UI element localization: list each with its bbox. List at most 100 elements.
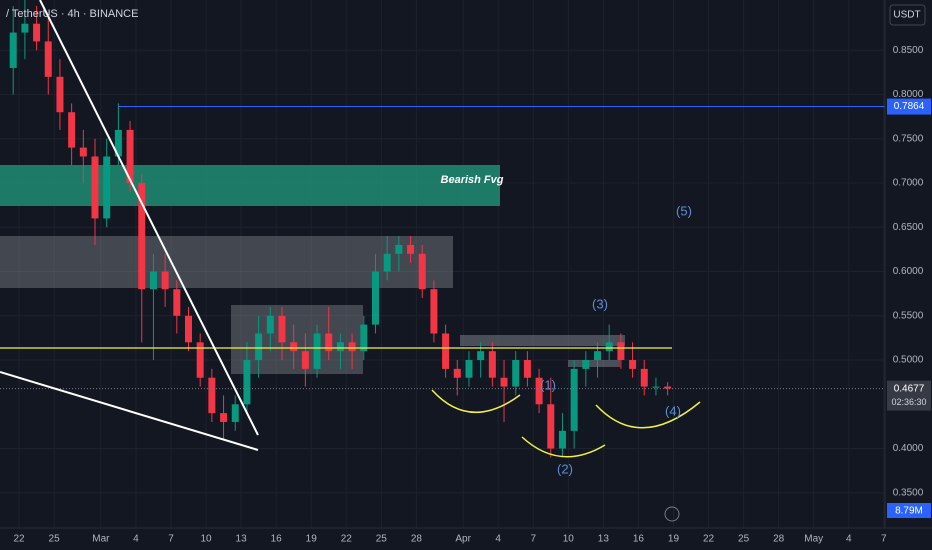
x-tick-label: 25 [49, 534, 61, 545]
x-tick-label: 22 [703, 534, 715, 545]
x-tick-label: 4 [133, 534, 139, 545]
currency-button[interactable] [889, 4, 926, 26]
candle-body [430, 289, 438, 334]
candle-body [231, 404, 239, 422]
x-tick-label: 19 [306, 534, 318, 545]
right-shoulder-curve [595, 401, 701, 429]
fvg-zone [0, 165, 500, 206]
candle-body [290, 342, 298, 352]
last-price-label: 0.4677 [894, 383, 925, 394]
candle-body [348, 342, 356, 352]
trend-line-lower [0, 371, 259, 451]
wave-label: (4) [665, 403, 681, 418]
candle-body [582, 360, 590, 369]
candle-body [173, 289, 181, 316]
head-curve [521, 436, 606, 458]
x-tick-label: 16 [633, 534, 645, 545]
y-tick-label: 0.6000 [893, 266, 924, 277]
candle-body [138, 183, 146, 290]
x-tick-label: 13 [598, 534, 610, 545]
left-shoulder-curve [431, 389, 521, 414]
countdown: 02:36:30 [891, 397, 926, 407]
candle-body [594, 351, 602, 361]
y-tick-label: 0.6500 [893, 222, 924, 233]
x-tick-label: 28 [411, 534, 423, 545]
candle-body [313, 333, 321, 369]
candle-body [301, 351, 309, 369]
candle-body [91, 156, 99, 219]
last-price-badge [887, 380, 931, 411]
candle-body [336, 342, 344, 352]
candle-body [418, 253, 426, 290]
x-tick-label: Mar [92, 534, 110, 545]
y-tick-label: 0.7500 [893, 133, 924, 144]
candle-body [488, 351, 496, 378]
candle-body [500, 377, 508, 387]
x-tick-label: 25 [376, 534, 388, 545]
candle-body [605, 342, 613, 352]
minor-zone [568, 360, 620, 367]
candle-body [243, 360, 251, 405]
candle-body [523, 360, 531, 378]
candle-body [325, 333, 333, 352]
candle-body [558, 430, 566, 449]
x-tick-label: 19 [668, 534, 680, 545]
replay-button[interactable] [664, 506, 680, 522]
x-tick-label: 4 [846, 534, 852, 545]
candle-body [407, 244, 415, 254]
y-tick-label: 0.4000 [893, 443, 924, 454]
x-tick-label: 4 [495, 534, 501, 545]
x-tick-label: 13 [236, 534, 248, 545]
y-tick-label: 0.5000 [893, 355, 924, 366]
x-tick-label: 10 [200, 534, 212, 545]
fvg-label: Bearish Fvg [441, 174, 504, 186]
candle-body [103, 156, 111, 219]
candle-body [360, 324, 368, 352]
y-tick-label: 0.8000 [893, 89, 924, 100]
candle-body [114, 129, 122, 157]
x-tick-label: 22 [341, 534, 353, 545]
candle-body [208, 377, 216, 414]
candle-body [512, 360, 520, 387]
candle-body [465, 360, 473, 378]
currency[interactable]: USDT [893, 10, 920, 21]
candle-body [44, 41, 52, 77]
candle-body [220, 413, 228, 422]
candle-body [453, 368, 461, 378]
candle-body [652, 386, 660, 388]
candle-body [395, 244, 403, 254]
symbol-title: / TetherUS · 4h · BINANCE [6, 8, 138, 20]
x-tick-label: 22 [13, 534, 25, 545]
trend-line-upper [39, 0, 259, 436]
candle-body [535, 377, 543, 405]
wave-label: (3) [592, 296, 608, 311]
candle-body [278, 315, 286, 343]
candle-body [149, 271, 157, 290]
candle-body [547, 404, 555, 449]
volume-badge [887, 503, 931, 518]
y-tick-label: 0.8500 [893, 45, 924, 56]
wave-label: (5) [676, 203, 692, 218]
candle-body [161, 271, 169, 290]
x-tick-label: 7 [168, 534, 174, 545]
price-axis [885, 0, 932, 550]
candle-body [56, 76, 64, 113]
x-tick-label: 28 [773, 534, 785, 545]
candle-body [477, 351, 485, 361]
candle-body [371, 271, 379, 325]
x-tick-label: 10 [563, 534, 575, 545]
candle-body [255, 333, 263, 361]
y-tick-label: 0.3500 [893, 487, 924, 498]
resistance-zone [460, 335, 625, 346]
level-label: 0.7864 [894, 101, 925, 112]
candle-body [383, 253, 391, 272]
level-badge [887, 98, 931, 115]
x-tick-label: 16 [271, 534, 283, 545]
volume-label: 8.79M [895, 506, 923, 517]
wave-label: (1) [540, 377, 556, 392]
candle-body [21, 23, 29, 33]
candle-body [640, 368, 648, 387]
candle-body [196, 342, 204, 378]
x-tick-label: 25 [738, 534, 750, 545]
